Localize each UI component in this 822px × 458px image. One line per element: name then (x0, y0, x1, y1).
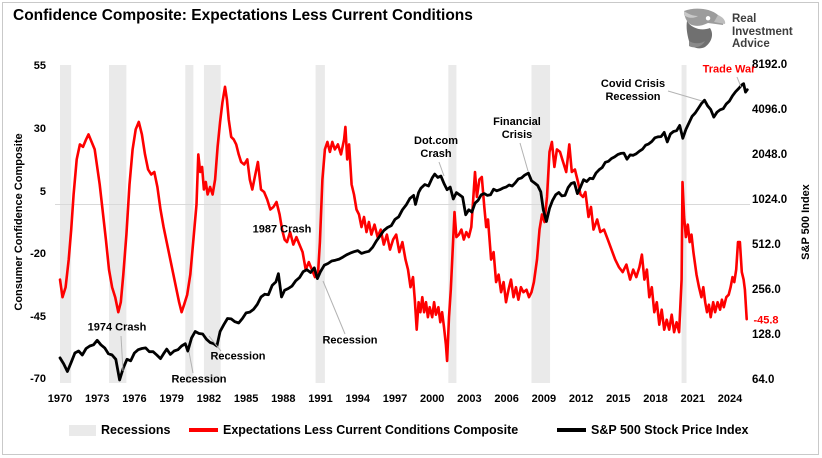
annotation-leader-line (322, 280, 346, 335)
x-axis-tick: 2006 (494, 393, 519, 405)
legend-item-expectations: Expectations Less Current Conditions Com… (189, 421, 518, 439)
x-axis-tick: 1979 (159, 393, 184, 405)
left-axis-tick: 5 (39, 185, 46, 198)
recession-band (203, 65, 221, 383)
annotation-leader-line (736, 76, 742, 88)
recession-band (109, 65, 127, 383)
annotation-leader-line (667, 90, 703, 102)
x-axis-tick: 2018 (643, 393, 668, 405)
annotation: Recession (171, 373, 227, 386)
legend-label-recessions: Recessions (101, 423, 171, 437)
right-axis-title: S&P 500 Index (800, 184, 812, 260)
logo-line-3: Advice (732, 38, 770, 51)
expectations-line (58, 85, 749, 363)
x-axis-tick: 2012 (568, 393, 594, 405)
left-axis-tick: -70 (30, 373, 46, 386)
legend: Recessions Expectations Less Current Con… (0, 421, 822, 439)
legend-item-sp500: S&P 500 Stock Price Index (557, 421, 749, 439)
annotation: Financial Crisis (493, 116, 541, 141)
right-axis-tick: 512.0 (752, 238, 781, 251)
annotation: Recession (322, 334, 378, 347)
right-axis-tick: 1024.0 (752, 193, 788, 206)
x-axis-tick: 2003 (457, 393, 482, 405)
right-axis-tick: 64.0 (752, 373, 775, 386)
recession-band (185, 65, 194, 383)
black-line-swatch (557, 428, 586, 432)
eagle-icon (680, 8, 727, 56)
annotation-leader-line (438, 161, 445, 177)
left-axis-tick: -20 (30, 248, 46, 261)
right-axis-tick: 2048.0 (752, 148, 788, 161)
x-axis-tick: 1976 (122, 393, 147, 405)
annotation: 1974 Crash (87, 321, 147, 334)
x-axis-tick: 1973 (84, 393, 110, 405)
left-axis-tick: -45 (30, 310, 46, 323)
chart-title: Confidence Composite: Expectations Less … (13, 7, 473, 24)
real-investment-advice-logo: Real Investment Advice (680, 8, 793, 56)
recession-swatch (69, 424, 96, 436)
right-axis-tick: 8192.0 (752, 58, 788, 71)
annotation: Trade War (702, 63, 756, 76)
legend-label-sp500: S&P 500 Stock Price Index (591, 423, 749, 437)
annotation-leader-line (208, 335, 222, 352)
sp500-line (58, 82, 749, 382)
x-axis-tick: 1988 (271, 393, 296, 405)
x-axis-tick: 1991 (308, 393, 333, 405)
annotation-leader-line (519, 142, 529, 172)
annotation: Recession (210, 350, 266, 363)
right-axis-tick: 256.0 (752, 283, 781, 296)
x-axis-tick: 1982 (196, 393, 222, 405)
left-axis-tick: 55 (33, 60, 46, 73)
legend-label-expectations: Expectations Less Current Conditions Com… (223, 423, 519, 437)
x-axis-tick: 1970 (47, 393, 73, 405)
right-axis-tick: 128.0 (752, 328, 781, 341)
x-axis-tick: 2021 (680, 393, 705, 405)
left-axis-title: Consumer Confidence Composite (13, 133, 25, 311)
x-axis-tick: 2000 (419, 393, 445, 405)
x-axis-tick: 2009 (531, 393, 557, 405)
logo-line-1: Real (732, 13, 757, 26)
x-axis-tick: 2015 (606, 393, 631, 405)
annotation: 1987 Crash (252, 223, 312, 236)
logo-text: Real Investment Advice (732, 13, 793, 51)
recession-band (60, 65, 72, 383)
x-axis-tick: 1994 (345, 393, 370, 405)
red-line-swatch (189, 428, 218, 432)
logo-line-2: Investment (732, 25, 793, 38)
x-axis-tick: 2024 (717, 393, 743, 405)
right-axis-tick: 4096.0 (752, 103, 788, 116)
recession-band (448, 65, 457, 383)
x-axis-tick: 1985 (233, 393, 259, 405)
annotation: Covid Crisis Recession (600, 78, 666, 103)
annotation-leader-line (188, 351, 194, 374)
legend-item-recessions: Recessions (69, 421, 170, 439)
left-axis-tick: 30 (33, 122, 46, 135)
annotation: Dot.com Crash (414, 135, 458, 160)
annotation: -45.8 (753, 314, 779, 327)
annotation-leader-line (120, 335, 124, 372)
x-axis-tick: 1997 (382, 393, 408, 405)
